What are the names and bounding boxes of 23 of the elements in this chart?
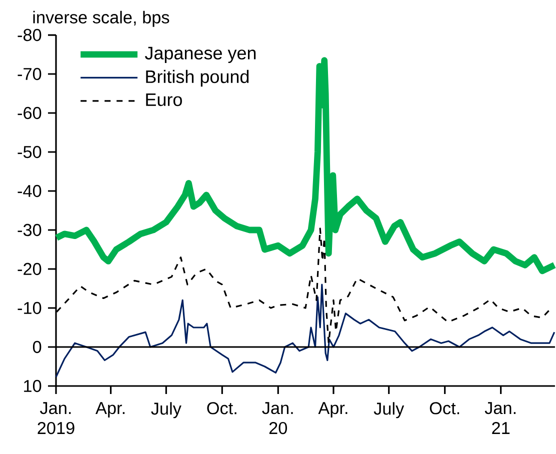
y-tick-label: -20 — [18, 262, 42, 276]
x-tick-label: Apr. — [318, 402, 348, 418]
x-tick-label: Apr. — [96, 402, 124, 418]
y-tick-label: -50 — [18, 146, 42, 158]
x-tick-label: Jan. 21 — [484, 402, 516, 434]
x-tick-label: Oct. — [430, 402, 460, 414]
x-tick-label: Oct. — [207, 402, 236, 414]
y-axis-title: inverse scale, bps — [33, 10, 170, 27]
x-tick-label: July — [374, 402, 404, 418]
y-tick-label: -10 — [18, 302, 42, 314]
legend-label: British pound — [146, 70, 249, 87]
x-tick-label: Jan. 2019 — [38, 402, 74, 434]
y-tick-label: 10 — [24, 380, 42, 392]
legend-label: Japanese yen — [144, 46, 256, 64]
x-tick-label: Jan. 20 — [262, 402, 293, 434]
y-tick-label: -70 — [18, 68, 42, 80]
y-tick-label: -80 — [18, 28, 42, 42]
y-tick-label: 0 — [32, 340, 42, 354]
y-tick-label: -40 — [18, 184, 42, 198]
y-tick-label: -30 — [18, 224, 42, 236]
x-tick-label: July — [151, 402, 182, 418]
y-tick-label: -60 — [18, 106, 42, 120]
legend-label: Euro — [146, 93, 182, 106]
